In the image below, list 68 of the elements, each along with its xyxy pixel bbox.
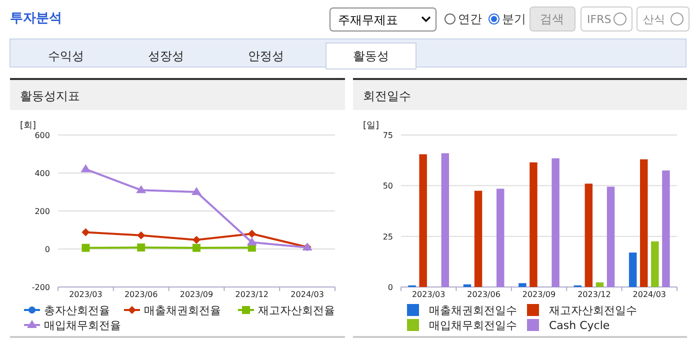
y-axis-title: [일] (363, 121, 380, 131)
bar (640, 159, 648, 287)
bar (441, 153, 450, 287)
legend-label: 매출채권회전일수 (429, 304, 517, 317)
x-tick-label: 2023/03 (412, 290, 446, 299)
legend-label: 매입채무회전일수 (429, 319, 517, 332)
bar (662, 170, 670, 287)
text: 성장성 (148, 49, 184, 63)
y-tick-label: 75 (382, 131, 393, 140)
point (246, 237, 257, 246)
point (192, 187, 202, 195)
bar (496, 188, 504, 287)
legend-label: 매입채무회전율 (44, 319, 121, 332)
bar (606, 186, 615, 287)
chart-title: 활동성지표 (20, 89, 80, 103)
x-tick-label: 2023/09 (522, 290, 556, 299)
x-tick-label: 2023/03 (69, 290, 102, 299)
text: 주재무제표 (338, 13, 398, 27)
y-tick-label: 200 (34, 207, 50, 216)
bar (651, 241, 659, 287)
x-tick-label: 2023/09 (180, 290, 214, 299)
bar (518, 283, 526, 287)
point (192, 236, 200, 244)
bar (552, 158, 560, 287)
point (80, 164, 91, 172)
legend-label: 총자산회전율 (44, 304, 110, 317)
text: IFRS (587, 13, 612, 26)
bar (628, 252, 637, 287)
text: 투자분석 (10, 11, 62, 26)
point (82, 244, 90, 252)
x-tick-label: 2023/06 (467, 290, 500, 299)
point (192, 244, 200, 252)
legend-label: 재고자산회전일수 (549, 304, 637, 317)
point (137, 243, 146, 252)
text: 검색 (540, 12, 564, 26)
y-axis-title: [회] (20, 121, 36, 131)
bar (584, 184, 593, 287)
y-tick-label: 0 (388, 283, 393, 292)
legend-label: Cash Cycle (549, 319, 610, 332)
bar (596, 282, 604, 287)
bar (463, 284, 472, 287)
y-tick-label: 400 (34, 169, 50, 178)
point (248, 230, 256, 238)
text: 안정성 (248, 49, 284, 63)
x-tick-label: 2023/12 (235, 290, 269, 299)
y-tick-label: 25 (382, 232, 393, 242)
point (82, 228, 90, 236)
bar (530, 162, 538, 287)
y-tick-label: 0 (44, 245, 50, 254)
point (137, 231, 146, 240)
y-tick-label: 50 (382, 182, 393, 191)
text: 연간 (458, 12, 482, 26)
text: 산식 (643, 13, 665, 26)
chart-title: 회전일수 (363, 89, 411, 103)
x-tick-label: 2024/03 (632, 290, 666, 299)
x-tick-label: 2023/06 (124, 290, 158, 299)
text: 활동성 (353, 49, 389, 63)
point (136, 185, 146, 194)
x-tick-label: 2024/03 (290, 290, 324, 299)
y-tick-label: -200 (32, 283, 50, 292)
bar (474, 190, 482, 287)
text: 수익성 (48, 49, 84, 63)
legend-label: 매출채권회전율 (144, 304, 221, 317)
legend-label: 재고자산회전율 (258, 304, 335, 317)
x-tick-label: 2023/12 (578, 290, 611, 299)
text: 분기 (502, 12, 526, 26)
y-tick-label: 600 (34, 131, 50, 140)
bar (419, 154, 427, 287)
